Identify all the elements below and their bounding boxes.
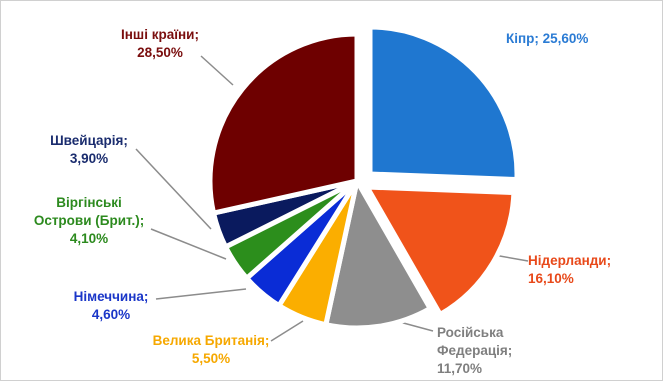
pie-slices <box>207 24 520 331</box>
leader-line <box>155 288 247 300</box>
slice-label: Швейцарія; 3,90% <box>50 133 128 166</box>
slice-label: Інші країни; 28,50% <box>121 27 199 60</box>
pie-slice <box>323 178 433 331</box>
leader-line <box>270 320 304 342</box>
slice-label: Кіпр; 25,60% <box>506 31 588 46</box>
slice-label: Нідерланди; 16,10% <box>528 253 611 286</box>
pie-slice <box>364 184 517 317</box>
slice-label: Німеччина; 4,60% <box>74 289 149 322</box>
slice-label: Велика Британія; 5,50% <box>153 333 270 366</box>
pie-labels: Кіпр; 25,60% Нідерланди; 16,10% Російська Фе… <box>34 27 611 376</box>
leader-line <box>493 254 529 262</box>
slice-label: Російська Федерація; 11,70% <box>437 325 512 376</box>
pie-slice <box>367 24 520 183</box>
leader-line <box>135 148 212 230</box>
leader-line <box>200 55 234 86</box>
slice-label: Віргінські Острови (Брит.); 4,10% <box>34 195 144 246</box>
leader-line <box>150 228 227 260</box>
pie-slice <box>207 31 360 216</box>
